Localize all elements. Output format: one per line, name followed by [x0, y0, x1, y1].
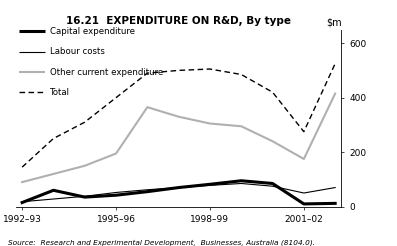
Title: 16.21  EXPENDITURE ON R&D, By type: 16.21 EXPENDITURE ON R&D, By type — [66, 16, 291, 26]
Text: Total: Total — [50, 88, 70, 97]
Text: Capital expenditure: Capital expenditure — [50, 27, 135, 36]
Text: Source:  Research and Experimental Development,  Businesses, Australia (8104.0).: Source: Research and Experimental Develo… — [8, 239, 315, 246]
Text: $m: $m — [326, 18, 341, 28]
Text: Other current expenditure: Other current expenditure — [50, 68, 163, 77]
Text: Labour costs: Labour costs — [50, 47, 105, 56]
